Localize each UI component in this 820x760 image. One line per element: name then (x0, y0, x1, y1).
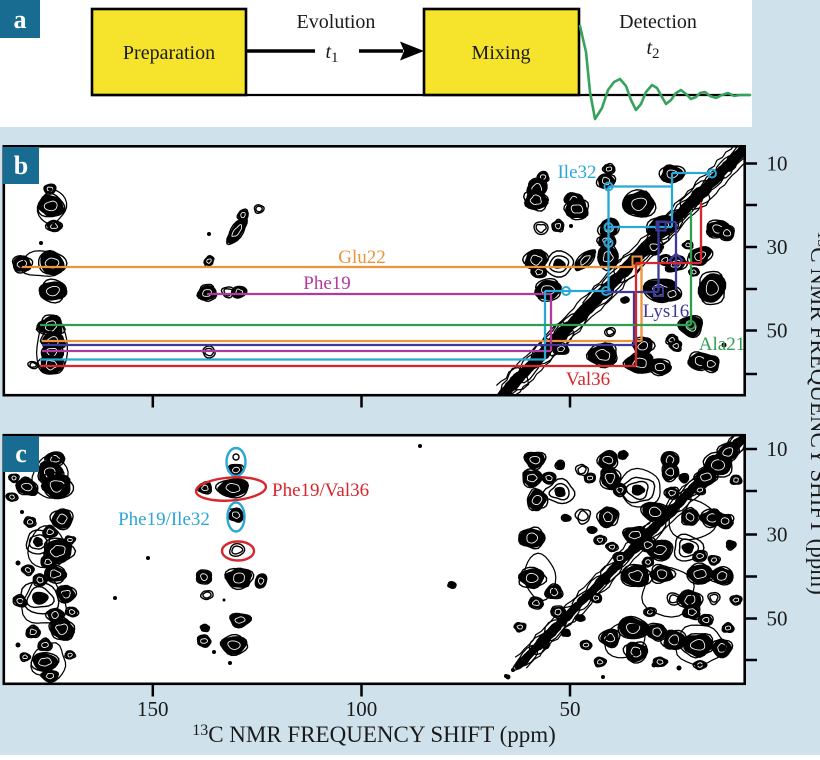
svg-text:50: 50 (767, 319, 788, 343)
svg-text:Phe19: Phe19 (303, 273, 351, 294)
svg-text:Preparation: Preparation (123, 42, 215, 64)
svg-text:a: a (14, 5, 27, 34)
svg-text:b: b (14, 151, 28, 180)
svg-text:13C NMR FREQUENCY SHIFT (ppm): 13C NMR FREQUENCY SHIFT (ppm) (806, 231, 820, 595)
svg-text:Ala21: Ala21 (699, 334, 745, 355)
svg-text:Mixing: Mixing (472, 42, 531, 64)
svg-text:Phe19/Val36: Phe19/Val36 (272, 480, 369, 501)
svg-text:10: 10 (767, 152, 788, 176)
svg-text:150: 150 (137, 697, 169, 721)
svg-text:Val36: Val36 (566, 369, 610, 390)
svg-text:100: 100 (346, 697, 378, 721)
svg-text:Detection: Detection (619, 11, 697, 33)
svg-text:Evolution: Evolution (297, 11, 376, 33)
svg-text:Lys16: Lys16 (643, 301, 689, 322)
svg-text:50: 50 (560, 697, 581, 721)
svg-text:c: c (15, 439, 27, 468)
svg-text:Ile32: Ile32 (557, 162, 596, 183)
svg-text:Phe19/Ile32: Phe19/Ile32 (118, 509, 210, 530)
svg-text:50: 50 (767, 607, 788, 631)
svg-text:30: 30 (767, 235, 788, 259)
svg-text:10: 10 (767, 437, 788, 461)
svg-text:13C NMR FREQUENCY SHIFT (ppm): 13C NMR FREQUENCY SHIFT (ppm) (192, 722, 556, 747)
svg-text:30: 30 (767, 523, 788, 547)
svg-text:Glu22: Glu22 (338, 247, 386, 268)
